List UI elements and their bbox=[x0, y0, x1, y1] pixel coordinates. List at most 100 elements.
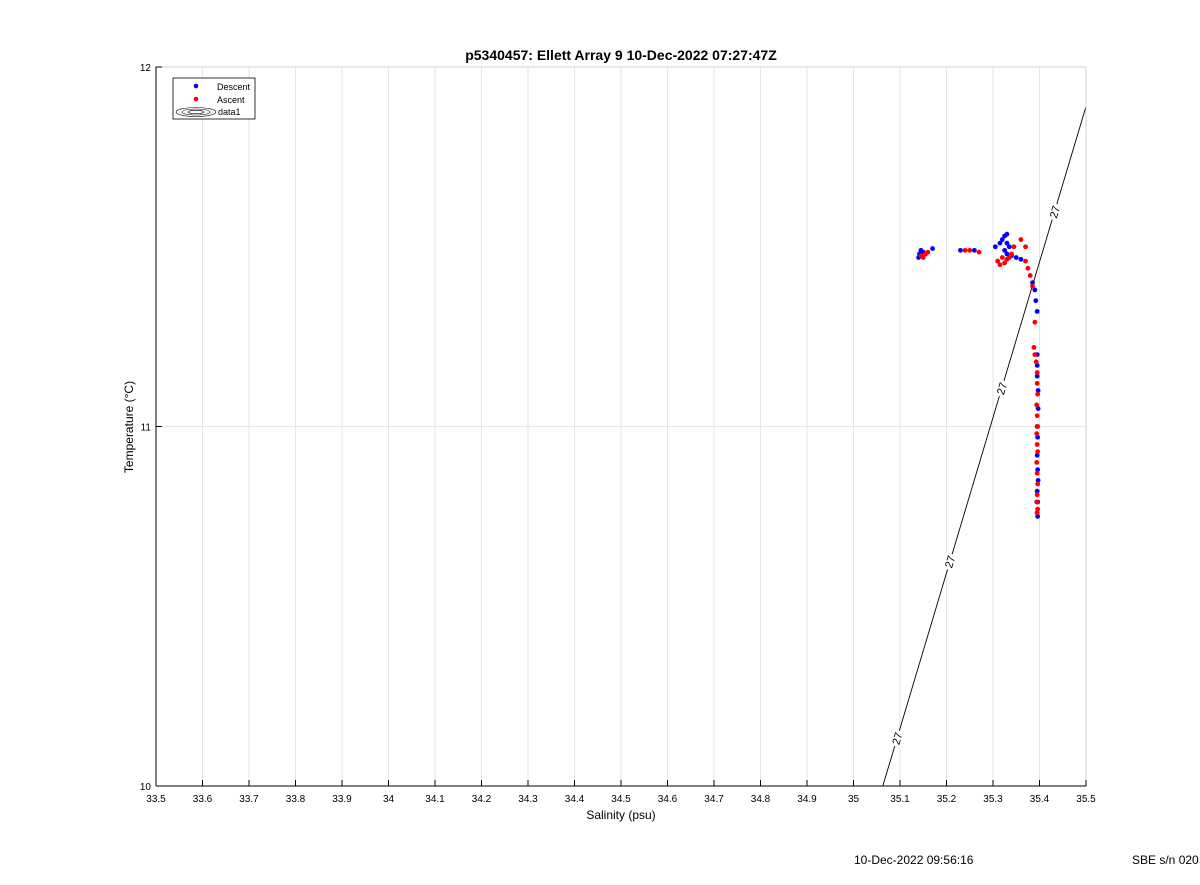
legend-label-data1: data1 bbox=[218, 107, 241, 117]
y-axis-label: Temperature (°C) bbox=[122, 381, 136, 473]
footer-serial: SBE s/n 020 bbox=[1132, 853, 1199, 867]
point-descent bbox=[1018, 256, 1024, 262]
point-ascent bbox=[920, 255, 926, 260]
point-ascent bbox=[1032, 352, 1038, 357]
point-descent bbox=[1002, 247, 1008, 253]
x-tick-label: 35.1 bbox=[890, 794, 910, 805]
x-tick-label: 34.8 bbox=[751, 794, 771, 805]
point-ascent bbox=[1027, 273, 1033, 278]
point-ascent bbox=[1034, 492, 1040, 498]
series-ascent bbox=[918, 237, 1041, 516]
point-descent bbox=[1035, 434, 1041, 440]
point-descent bbox=[1034, 452, 1040, 458]
point-ascent bbox=[1035, 506, 1041, 512]
point-ascent bbox=[1006, 255, 1012, 260]
series-descent bbox=[916, 231, 1041, 519]
x-tick-label: 33.5 bbox=[146, 794, 166, 805]
contour-legend-icon bbox=[175, 107, 217, 117]
x-tick-label: 34 bbox=[383, 794, 395, 805]
point-ascent bbox=[995, 258, 1001, 264]
density-contour: 27 27 27 27 bbox=[882, 106, 1087, 787]
point-descent bbox=[958, 247, 963, 253]
x-tick-label: 33.8 bbox=[286, 794, 306, 805]
footer-timestamp: 10-Dec-2022 09:56:16 bbox=[854, 853, 974, 867]
point-ascent bbox=[1035, 481, 1041, 487]
point-ascent bbox=[962, 247, 968, 253]
point-descent bbox=[1033, 298, 1039, 304]
x-tick-label: 34.2 bbox=[472, 794, 492, 805]
point-ascent bbox=[1011, 244, 1017, 250]
x-tick-label: 34.9 bbox=[797, 794, 817, 805]
contour-label: 27 bbox=[1046, 202, 1063, 222]
point-descent bbox=[1035, 406, 1041, 411]
point-descent bbox=[1034, 373, 1040, 379]
legend-label-descent: Descent bbox=[217, 82, 251, 92]
point-descent bbox=[1004, 251, 1010, 257]
y-tick-label: 11 bbox=[141, 423, 152, 434]
point-descent bbox=[999, 237, 1005, 242]
point-descent bbox=[992, 244, 998, 250]
point-descent bbox=[1030, 280, 1035, 286]
x-tick-label: 34.6 bbox=[658, 794, 678, 805]
point-ascent bbox=[1023, 244, 1028, 250]
point-ascent bbox=[997, 262, 1003, 268]
point-ascent bbox=[1034, 510, 1040, 516]
legend-box bbox=[172, 77, 256, 120]
point-ascent bbox=[1009, 251, 1014, 257]
svg-text:27: 27 bbox=[995, 381, 1010, 396]
point-ascent bbox=[1031, 345, 1037, 350]
point-ascent bbox=[1034, 402, 1040, 408]
point-descent bbox=[1035, 513, 1041, 519]
svg-text:27: 27 bbox=[890, 731, 905, 746]
axes: 33.5 33.6 33.7 33.8 33.9 34 34.1 34.2 34.3 34.4 34… bbox=[140, 63, 1096, 805]
point-ascent bbox=[1034, 413, 1040, 419]
x-tick-label: 34.4 bbox=[565, 794, 585, 805]
point-ascent bbox=[1002, 260, 1008, 266]
contour-label: 27 bbox=[993, 379, 1010, 398]
x-tick-label: 35.3 bbox=[983, 794, 1003, 805]
point-descent bbox=[1035, 467, 1041, 473]
y-tick-label: 12 bbox=[140, 63, 152, 74]
chart-title: p5340457: Ellett Array 9 10-Dec-2022 07:… bbox=[465, 47, 777, 63]
point-descent bbox=[1004, 240, 1010, 246]
x-axis-label: Salinity (psu) bbox=[586, 808, 655, 822]
x-tick-label: 34.1 bbox=[425, 794, 445, 805]
point-ascent bbox=[1034, 460, 1040, 465]
point-descent bbox=[1013, 255, 1019, 260]
point-ascent bbox=[925, 249, 931, 255]
point-ascent bbox=[1034, 470, 1040, 476]
point-ascent bbox=[1034, 499, 1040, 505]
point-descent bbox=[1006, 244, 1012, 250]
x-tick-label: 35 bbox=[848, 794, 860, 805]
x-tick-label: 34.5 bbox=[611, 794, 631, 805]
point-descent bbox=[1035, 388, 1041, 393]
legend-label-ascent: Ascent bbox=[217, 95, 245, 105]
x-tick-label: 33.9 bbox=[332, 794, 352, 805]
svg-text:27: 27 bbox=[943, 554, 958, 569]
point-ascent bbox=[1025, 265, 1031, 271]
contour-label: 27 bbox=[941, 552, 958, 572]
point-ascent bbox=[976, 249, 982, 255]
point-ascent bbox=[1035, 424, 1041, 429]
legend: Descent Ascent data1 bbox=[172, 77, 256, 120]
point-ascent bbox=[1023, 258, 1028, 264]
point-descent bbox=[1034, 488, 1040, 494]
point-descent bbox=[1032, 287, 1038, 293]
x-tick-label: 33.6 bbox=[193, 794, 213, 805]
x-tick-label: 34.3 bbox=[518, 794, 538, 805]
point-descent bbox=[930, 246, 935, 251]
legend-marker-ascent bbox=[193, 96, 199, 102]
point-descent bbox=[1004, 231, 1010, 237]
x-tick-label: 35.2 bbox=[937, 794, 957, 805]
point-descent bbox=[972, 247, 977, 253]
point-ascent bbox=[1035, 391, 1041, 397]
point-ascent bbox=[1034, 380, 1040, 386]
point-ascent bbox=[967, 247, 973, 253]
point-ascent bbox=[1018, 237, 1024, 242]
legend-marker-descent bbox=[193, 83, 199, 89]
point-ascent bbox=[999, 255, 1005, 260]
point-ascent bbox=[1035, 449, 1041, 455]
data-points bbox=[916, 231, 1041, 519]
svg-text:27: 27 bbox=[1048, 205, 1063, 220]
